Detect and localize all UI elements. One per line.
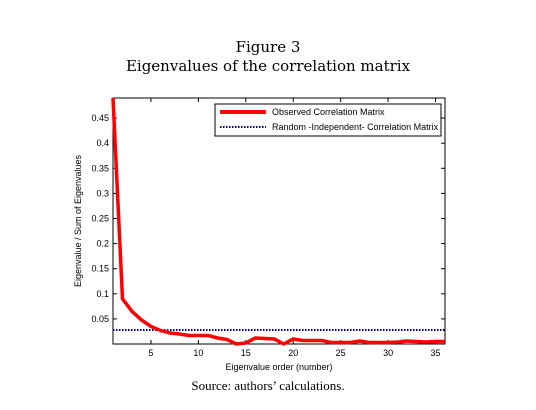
y-tick-label: 0.1 <box>96 289 109 299</box>
series-observed-line <box>111 97 445 346</box>
figure-number: Figure 3 <box>235 38 301 56</box>
y-tick-label: 0.15 <box>91 264 109 274</box>
legend: Observed Correlation Matrix Random -Inde… <box>214 103 442 137</box>
y-tick-label: 0.4 <box>96 138 109 148</box>
y-axis-label: Eigenvalue / Sum of Eigenvalues <box>73 154 83 287</box>
series-layer <box>111 97 445 346</box>
figure-caption: Eigenvalues of the correlation matrix <box>125 57 411 75</box>
x-tick-label: 25 <box>336 348 346 358</box>
y-tick-label: 0.3 <box>96 188 109 198</box>
x-axis-label: Eigenvalue order (number) <box>225 362 332 372</box>
y-tick-label: 0.2 <box>96 239 109 249</box>
y-tick-label: 0.45 <box>91 113 109 123</box>
legend-label-observed: Observed Correlation Matrix <box>272 107 385 117</box>
y-tick-label: 0.05 <box>91 314 109 324</box>
y-tick-label: 0.25 <box>91 213 109 223</box>
x-tick-label: 10 <box>193 348 203 358</box>
x-tick-label: 30 <box>383 348 393 358</box>
x-tick-label: 35 <box>431 348 441 358</box>
x-tick-label: 20 <box>288 348 298 358</box>
plot-area <box>112 97 446 345</box>
legend-box <box>214 103 442 137</box>
x-tick-label: 15 <box>241 348 251 358</box>
x-tick-label: 5 <box>148 348 153 358</box>
y-tick-label: 0.35 <box>91 163 109 173</box>
legend-label-random: Random -Independent- Correlation Matrix <box>272 122 439 132</box>
source-note: Source: authors’ calculations. <box>191 378 345 393</box>
